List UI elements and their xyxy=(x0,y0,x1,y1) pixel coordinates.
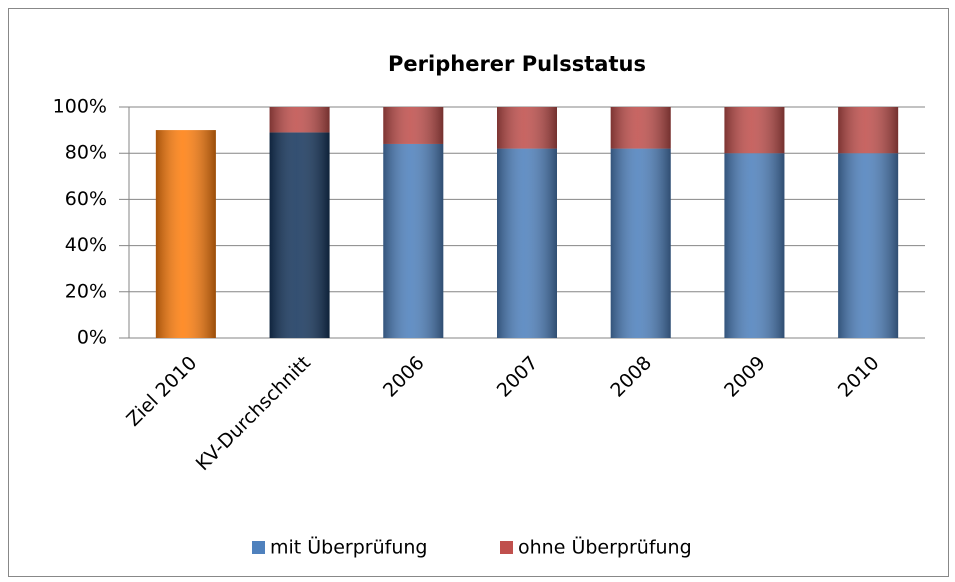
bar-shade xyxy=(383,143,444,338)
y-tick-label: 0% xyxy=(77,327,107,349)
chart-title: Peripherer Pulsstatus xyxy=(388,52,646,76)
bar-shade xyxy=(383,107,444,144)
bar-shade xyxy=(838,153,899,338)
legend-swatch xyxy=(252,541,265,554)
y-tick-label: 60% xyxy=(65,188,107,210)
bar-shade xyxy=(724,153,785,338)
bar-shade xyxy=(269,132,330,338)
y-tick-label: 80% xyxy=(65,142,107,164)
y-tick-label: 100% xyxy=(53,96,107,118)
bar-shade xyxy=(155,130,216,338)
bar-shade xyxy=(269,107,330,133)
bar-shade xyxy=(838,107,899,154)
legend-label: mit Überprüfung xyxy=(270,536,428,559)
bar-shade xyxy=(610,107,671,149)
bar-shade xyxy=(724,107,785,154)
legend-swatch xyxy=(500,541,513,554)
bar-shade xyxy=(610,148,671,338)
y-tick-label: 20% xyxy=(65,280,107,302)
legend-label: ohne Überprüfung xyxy=(518,536,692,559)
bar-shade xyxy=(497,148,557,338)
bar-shade xyxy=(497,107,557,149)
chart-border xyxy=(8,8,949,577)
y-tick-label: 40% xyxy=(65,234,107,256)
